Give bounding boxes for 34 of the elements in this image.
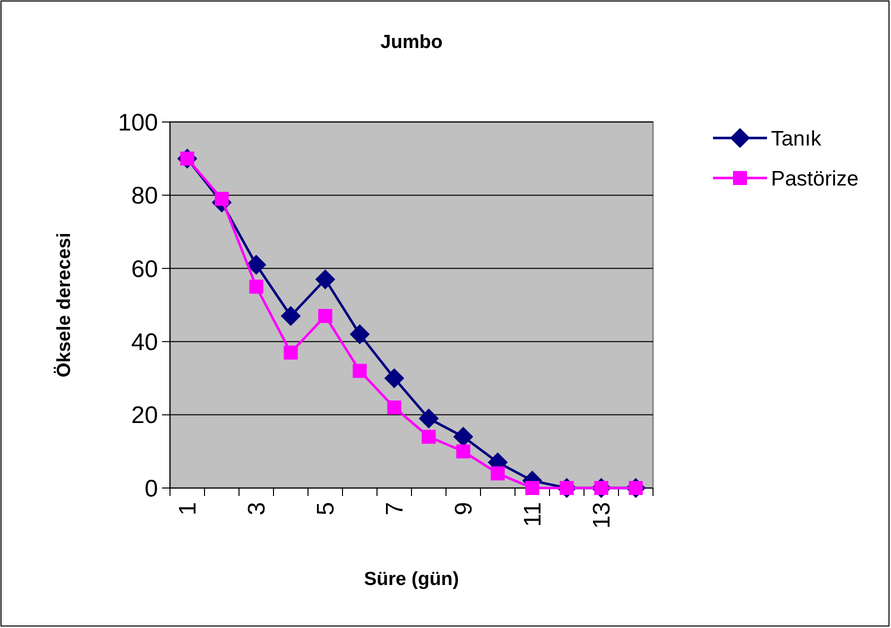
legend-label: Tanık: [771, 127, 822, 150]
x-tick-label: 13: [588, 502, 616, 529]
point: [418, 408, 439, 428]
point: [387, 400, 402, 414]
point: [456, 444, 470, 458]
point: [490, 466, 505, 480]
x-tick-label: 7: [382, 502, 409, 516]
point: [249, 280, 264, 294]
x-tick-label: 11: [520, 502, 547, 527]
y-axis-title: Öksele derecesi: [53, 232, 75, 378]
point: [352, 364, 367, 378]
point: [315, 269, 336, 290]
x-tick-label: 5: [312, 502, 340, 516]
x-tick-label: 1: [174, 502, 202, 516]
x-axis-title: Süre (gün): [364, 569, 459, 590]
y-tick-label: 20: [131, 402, 158, 430]
chart-title: Jumbo: [380, 32, 443, 53]
point: [280, 306, 301, 326]
point: [246, 254, 266, 275]
y-tick-label: 0: [144, 475, 158, 502]
point: [384, 368, 404, 388]
y-tick-label: 40: [131, 329, 158, 356]
x-tick-label: 9: [450, 502, 478, 516]
point: [350, 324, 370, 344]
x-tick-label: 3: [244, 502, 271, 516]
y-tick-label: 80: [131, 182, 158, 210]
legend-label: Pastörize: [771, 167, 859, 190]
y-tick-label: 100: [118, 109, 158, 136]
point: [284, 346, 298, 360]
point: [214, 192, 229, 206]
point: [525, 481, 540, 495]
point: [422, 430, 436, 444]
y-tick-label: 60: [131, 256, 158, 283]
point: [318, 308, 332, 323]
